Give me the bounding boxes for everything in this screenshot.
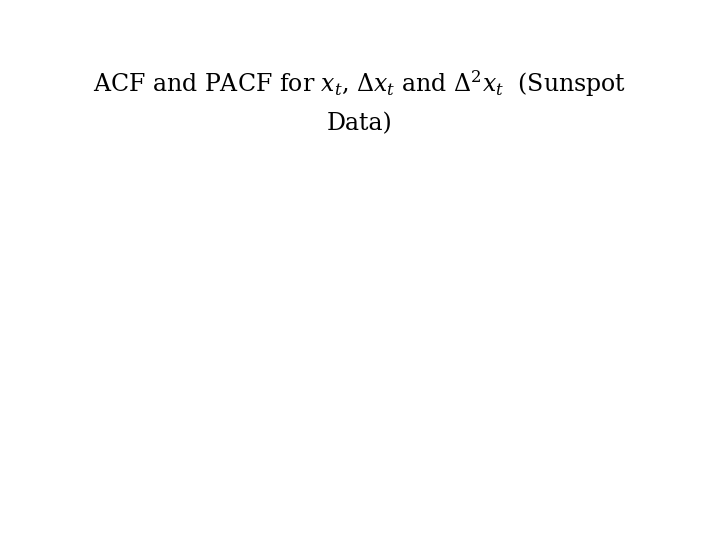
Text: Data): Data) [327,113,393,136]
Text: ACF and PACF for $x_t$, $\Delta x_t$ and $\Delta^2 x_t$  (Sunspot: ACF and PACF for $x_t$, $\Delta x_t$ and… [94,69,626,99]
